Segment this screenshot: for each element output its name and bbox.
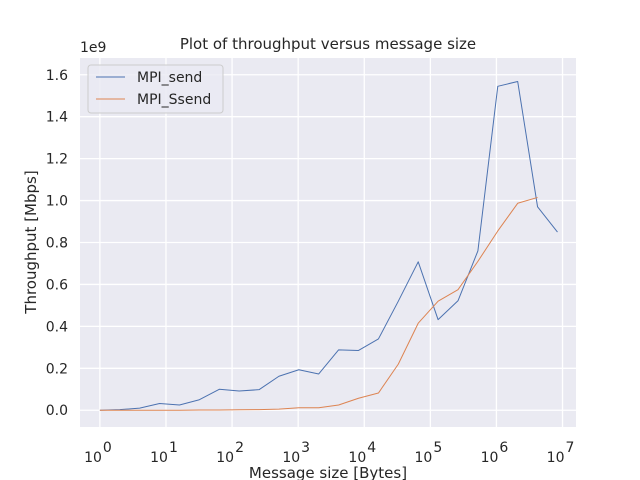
series-line-mpi-ssend: [99, 196, 538, 411]
x-tick-exponent: 4: [367, 440, 376, 456]
x-tick-base: 10: [415, 450, 433, 466]
x-tick-label: 103: [282, 440, 310, 466]
legend-label-mpi-send: MPI_send: [137, 70, 202, 86]
x-tick-base: 10: [348, 450, 366, 466]
x-tick-label: 107: [547, 440, 575, 466]
x-tick-base: 10: [481, 450, 499, 466]
y-tick-label: 0.2: [46, 361, 68, 377]
x-tick-label: 102: [216, 440, 244, 466]
x-tick-base: 10: [216, 450, 234, 466]
x-tick-label: 106: [481, 440, 509, 466]
y-tick-label: 0.4: [46, 319, 68, 335]
x-tick-label: 101: [150, 440, 178, 466]
y-tick-label: 0.8: [46, 236, 68, 252]
x-tick-exponent: 5: [433, 440, 442, 456]
x-tick-base: 10: [150, 450, 168, 466]
x-tick-exponent: 2: [235, 440, 244, 456]
x-tick-base: 10: [84, 450, 102, 466]
y-tick-label: 1.0: [46, 194, 68, 210]
y-offset-label: 1e9: [80, 40, 106, 56]
x-tick-base: 10: [282, 450, 300, 466]
y-tick-label: 1.2: [46, 152, 68, 168]
y-tick-label: 1.6: [46, 68, 68, 84]
x-tick-label: 104: [348, 440, 376, 466]
legend: MPI_send MPI_Ssend: [87, 64, 224, 114]
y-axis-ticks: 0.0 0.2 0.4 0.6 0.8 1.0 1.2 1.4 1.6: [46, 68, 68, 419]
y-tick-label: 1.4: [46, 110, 68, 126]
x-tick-exponent: 0: [103, 440, 112, 456]
chart-title: Plot of throughput versus message size: [180, 35, 476, 53]
x-tick-exponent: 6: [499, 440, 508, 456]
series-layer: [99, 80, 558, 411]
x-tick-exponent: 7: [566, 440, 575, 456]
x-tick-label: 100: [84, 440, 112, 466]
x-axis-label: Message size [Bytes]: [249, 464, 407, 480]
x-tick-label: 105: [415, 440, 443, 466]
y-tick-label: 0.6: [46, 277, 68, 293]
legend-label-mpi-ssend: MPI_Ssend: [137, 92, 211, 108]
y-axis-label: Throughput [Mbps]: [22, 170, 40, 314]
x-tick-exponent: 1: [169, 440, 178, 456]
grid-lines: [80, 58, 576, 427]
y-tick-label: 0.0: [46, 403, 68, 419]
series-line-mpi-send: [99, 80, 558, 411]
x-tick-exponent: 3: [301, 440, 310, 456]
x-tick-base: 10: [547, 450, 565, 466]
